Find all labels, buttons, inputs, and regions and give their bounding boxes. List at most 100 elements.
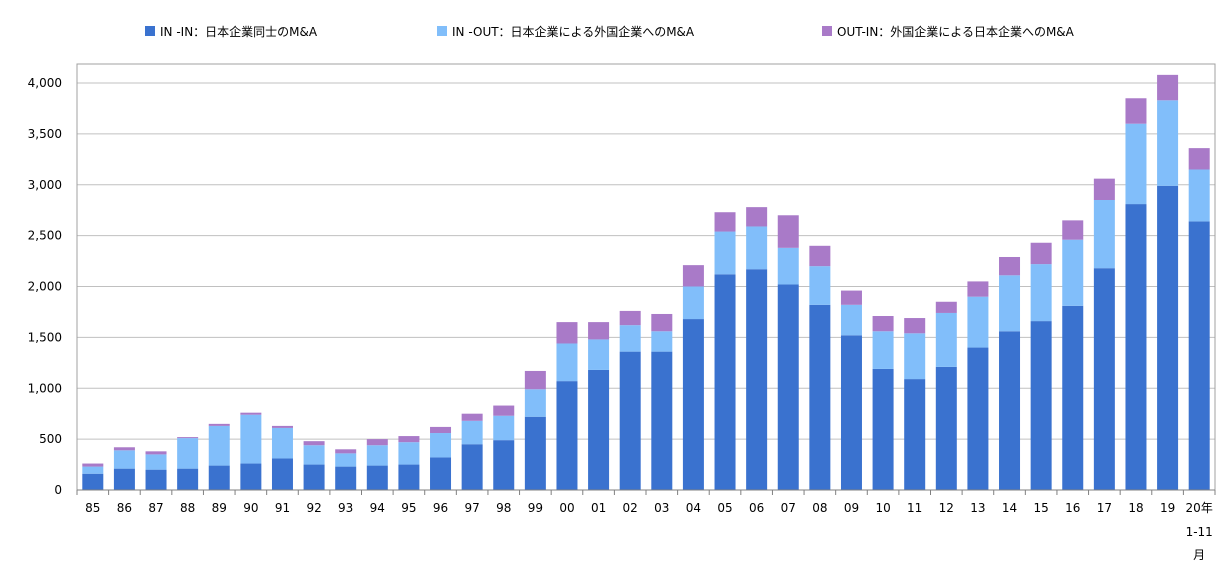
bar-segment-in-in bbox=[651, 351, 673, 490]
bar-segment-in-out bbox=[335, 453, 357, 467]
x-tick-label: 15 bbox=[1033, 501, 1048, 515]
bar-segment-in-out bbox=[682, 286, 704, 320]
x-tick-label: 20年 bbox=[1186, 501, 1213, 515]
y-tick-label: 0 bbox=[54, 483, 62, 497]
bar-segment-in-out bbox=[430, 433, 452, 458]
y-tick-label: 1,500 bbox=[28, 330, 62, 344]
bar-segment-out-in bbox=[493, 405, 515, 416]
bar-segment-in-in bbox=[303, 464, 325, 490]
x-tick-label: 04 bbox=[686, 501, 701, 515]
x-tick-label: 98 bbox=[496, 501, 511, 515]
bar-segment-in-out bbox=[398, 442, 420, 465]
legend-item-in-in: IN -IN：日本企業同士のM&A bbox=[145, 23, 317, 39]
legend-swatch-in-out bbox=[437, 26, 447, 36]
bar-segment-in-in bbox=[177, 468, 199, 490]
bar-segment-out-in bbox=[619, 310, 641, 326]
y-axis-ticks: 0 500 1,000 1,500 2,000 2,500 3,000 3,500 4,000 bbox=[28, 76, 62, 497]
legend-item-out-in: OUT-IN：外国企業による日本企業へのM&A bbox=[822, 23, 1074, 39]
x-tick-label: 97 bbox=[464, 501, 479, 515]
bar-segment-in-in bbox=[145, 469, 167, 490]
bar-segment-in-in bbox=[809, 304, 831, 490]
x-tick-label: 96 bbox=[433, 501, 448, 515]
bar-segment-in-in bbox=[524, 416, 546, 490]
bar-segment-in-in bbox=[588, 369, 610, 490]
bar-segment-out-in bbox=[556, 322, 578, 344]
bar-segment-out-in bbox=[240, 412, 262, 415]
bar-segment-in-out bbox=[493, 415, 515, 441]
x-tick-label: 10 bbox=[875, 501, 890, 515]
y-tick-label: 500 bbox=[39, 432, 62, 446]
bar-segment-out-in bbox=[1125, 98, 1147, 124]
bar-segment-in-out bbox=[366, 445, 388, 466]
bar-segment-in-in bbox=[240, 463, 262, 490]
bar-segment-in-in bbox=[1188, 221, 1210, 490]
bar-segment-in-out bbox=[177, 438, 199, 469]
bar-segment-in-in bbox=[935, 366, 957, 490]
x-tick-label: 99 bbox=[528, 501, 543, 515]
bar-segment-out-in bbox=[461, 413, 483, 421]
bar-segment-in-out bbox=[240, 414, 262, 464]
gridlines bbox=[77, 82, 1215, 440]
bar-segment-in-out bbox=[271, 427, 293, 459]
bar-segment-in-out bbox=[461, 420, 483, 445]
bar-segment-out-in bbox=[335, 449, 357, 454]
x-tick-label: 00 bbox=[559, 501, 574, 515]
bar-segment-in-in bbox=[366, 465, 388, 490]
bar-segment-in-out bbox=[556, 343, 578, 382]
x-tick-label: 90 bbox=[243, 501, 258, 515]
bar-segment-in-out bbox=[651, 331, 673, 352]
legend-item-in-out: IN -OUT：日本企業による外国企業へのM&A bbox=[437, 23, 694, 39]
x-tick-label: 05 bbox=[717, 501, 732, 515]
bar-segment-out-in bbox=[1093, 178, 1115, 201]
bar-segment-in-in bbox=[1093, 268, 1115, 490]
x-tick-label: 89 bbox=[212, 501, 227, 515]
bar-segment-in-out bbox=[208, 425, 230, 466]
bar-segment-in-in bbox=[398, 464, 420, 490]
x-tick-label: 85 bbox=[85, 501, 100, 515]
bar-segment-in-out bbox=[967, 296, 989, 348]
x-tick-label: 95 bbox=[401, 501, 416, 515]
y-tick-label: 4,000 bbox=[28, 76, 62, 90]
y-tick-label: 2,500 bbox=[28, 229, 62, 243]
bar-segment-in-out bbox=[1157, 100, 1179, 186]
x-tick-sublabel: 月 bbox=[1193, 548, 1205, 562]
bar-segment-out-in bbox=[935, 301, 957, 313]
bar-segment-in-in bbox=[904, 379, 926, 490]
bar-segment-out-in bbox=[588, 322, 610, 340]
x-tick-sublabel: 1-11 bbox=[1186, 525, 1213, 539]
bar-segment-out-in bbox=[746, 207, 768, 227]
bar-segment-out-in bbox=[1188, 148, 1210, 170]
bar-segment-in-out bbox=[999, 275, 1021, 332]
x-tick-label: 12 bbox=[939, 501, 954, 515]
bar-segment-out-in bbox=[366, 439, 388, 446]
bar-segment-in-out bbox=[1125, 123, 1147, 205]
x-tick-label: 86 bbox=[117, 501, 132, 515]
y-tick-label: 3,500 bbox=[28, 127, 62, 141]
x-tick-label: 18 bbox=[1128, 501, 1143, 515]
bar-segment-in-in bbox=[208, 465, 230, 490]
bar-segment-in-in bbox=[1030, 321, 1052, 490]
y-tick-label: 3,000 bbox=[28, 178, 62, 192]
legend-label-in-out: IN -OUT：日本企業による外国企業へのM&A bbox=[452, 24, 695, 39]
x-tick-label: 17 bbox=[1097, 501, 1112, 515]
legend-label-out-in: OUT-IN：外国企業による日本企業へのM&A bbox=[837, 24, 1074, 39]
legend-swatch-out-in bbox=[822, 26, 832, 36]
bar-segment-out-in bbox=[524, 370, 546, 390]
x-axis-ticks: 85 86 87 88 89 90 91 92 93 94 95 96 97 98 99 00 01 02 03 04… bbox=[85, 501, 1213, 562]
bar-segment-out-in bbox=[82, 463, 104, 467]
bars bbox=[82, 74, 1210, 490]
x-tick-label: 01 bbox=[591, 501, 606, 515]
bar-segment-in-in bbox=[271, 458, 293, 490]
bar-segment-in-in bbox=[777, 284, 799, 490]
x-tick-label: 88 bbox=[180, 501, 195, 515]
x-tick-label: 02 bbox=[623, 501, 638, 515]
bar-segment-out-in bbox=[682, 265, 704, 287]
bar-segment-in-in bbox=[556, 381, 578, 490]
bar-segment-in-out bbox=[1093, 200, 1115, 269]
bar-segment-in-in bbox=[967, 347, 989, 490]
x-tick-label: 94 bbox=[370, 501, 385, 515]
bar-segment-out-in bbox=[1157, 74, 1179, 101]
bar-segment-in-out bbox=[809, 266, 831, 305]
y-tick-label: 1,000 bbox=[28, 381, 62, 395]
legend-swatch-in-in bbox=[145, 26, 155, 36]
